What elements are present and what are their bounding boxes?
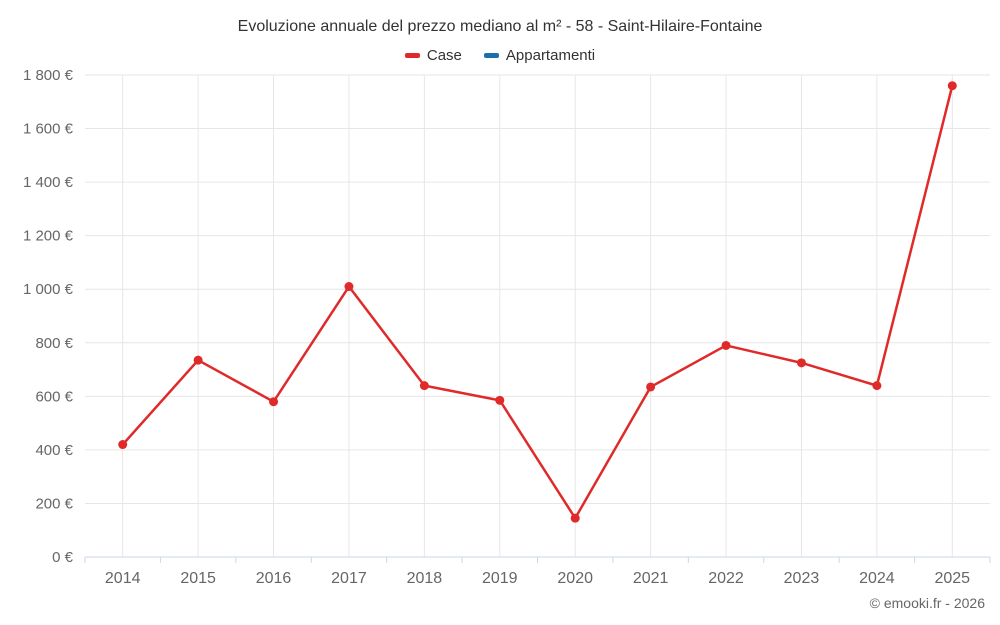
y-axis-label: 400 €: [35, 442, 73, 459]
x-axis-label: 2022: [708, 570, 744, 587]
data-point[interactable]: [872, 381, 882, 391]
data-point[interactable]: [495, 395, 505, 405]
data-point[interactable]: [193, 355, 203, 365]
x-axis-label: 2025: [934, 570, 970, 587]
y-axis-label: 1 400 €: [23, 174, 74, 191]
x-axis-label: 2018: [407, 570, 443, 587]
copyright: © emooki.fr - 2026: [869, 595, 985, 611]
y-axis-label: 800 €: [35, 335, 73, 352]
x-axis-label: 2019: [482, 570, 518, 587]
legend-label-appartamenti: Appartamenti: [505, 47, 596, 64]
y-axis-label: 1 000 €: [23, 281, 74, 298]
data-point[interactable]: [721, 340, 731, 350]
data-point[interactable]: [118, 440, 128, 450]
x-axis-label: 2016: [256, 570, 292, 587]
y-axis-label: 600 €: [35, 388, 73, 405]
data-point[interactable]: [269, 397, 279, 407]
data-point[interactable]: [570, 513, 580, 523]
x-axis-label: 2015: [180, 570, 216, 587]
x-axis-label: 2021: [633, 570, 669, 587]
data-point[interactable]: [796, 358, 806, 368]
legend: Case Appartamenti: [0, 47, 1000, 64]
x-axis-label: 2020: [557, 570, 593, 587]
legend-item-appartamenti[interactable]: Appartamenti: [483, 47, 596, 64]
case-swatch: [404, 53, 420, 58]
y-axis-label: 1 200 €: [23, 228, 74, 245]
data-point[interactable]: [419, 381, 429, 391]
y-axis-label: 1 800 €: [23, 67, 74, 84]
x-axis-label: 2023: [784, 570, 820, 587]
x-axis-label: 2017: [331, 570, 367, 587]
y-axis-label: 0 €: [52, 549, 74, 566]
x-axis-label: 2014: [105, 570, 141, 587]
series-line-case: [121, 84, 954, 520]
data-point[interactable]: [344, 282, 354, 292]
y-axis-label: 1 600 €: [23, 121, 74, 138]
x-axis-label: 2024: [859, 570, 895, 587]
legend-item-case[interactable]: Case: [404, 47, 462, 64]
y-axis-label: 200 €: [35, 495, 73, 512]
data-point[interactable]: [646, 382, 656, 392]
appartamenti-swatch: [483, 53, 499, 58]
data-point[interactable]: [947, 81, 957, 91]
legend-label-case: Case: [426, 47, 462, 64]
chart-title: Evoluzione annuale del prezzo mediano al…: [237, 18, 763, 35]
